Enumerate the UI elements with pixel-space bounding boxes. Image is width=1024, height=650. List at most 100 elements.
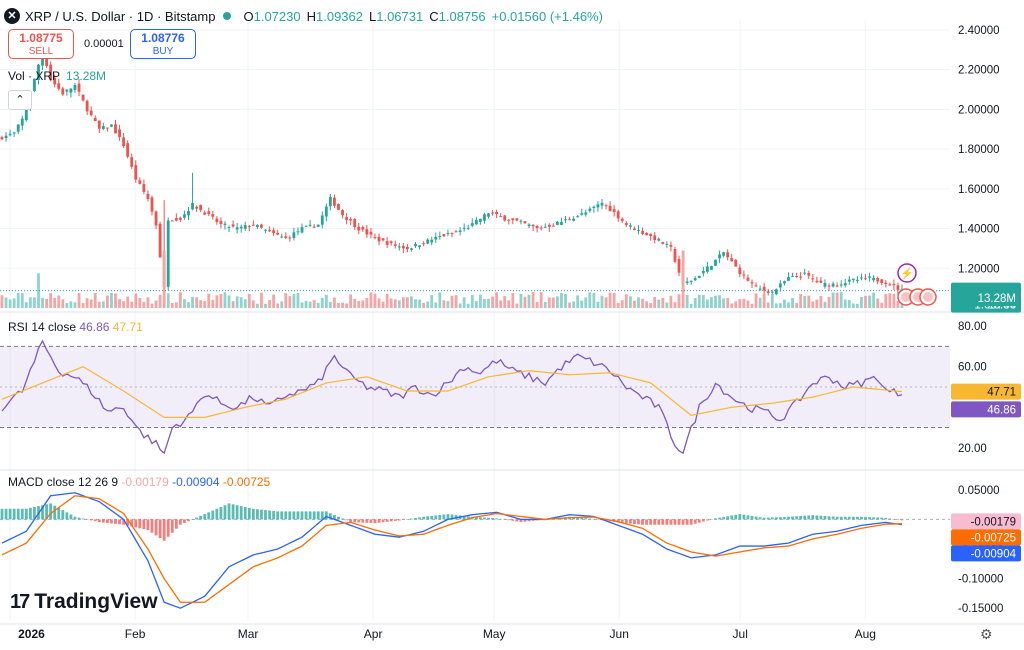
candle-body <box>187 211 190 216</box>
candle-body <box>4 135 8 139</box>
macd-histogram-bar <box>45 504 49 520</box>
volume-bar <box>738 299 742 308</box>
candle-body <box>219 220 223 224</box>
candle-body <box>750 282 754 284</box>
macd-histogram-bar <box>722 516 726 520</box>
macd-histogram-bar <box>811 515 815 520</box>
macd-histogram-bar <box>815 515 819 520</box>
volume-bar <box>758 297 762 308</box>
macd-histogram-bar <box>714 518 717 520</box>
macd-histogram-bar <box>24 508 28 520</box>
macd-histogram-bar <box>219 506 223 520</box>
macd-histogram-bar <box>93 519 97 522</box>
candle-body <box>57 83 61 89</box>
volume-legend[interactable]: Vol · XRP 13.28M <box>8 69 106 83</box>
buy-label: BUY <box>152 46 174 57</box>
macd-histogram-bar <box>393 519 397 521</box>
macd-histogram-bar <box>868 517 871 520</box>
macd-label: MACD close 12 26 9 <box>8 475 119 489</box>
candle-body <box>312 226 316 228</box>
volume-bar <box>85 298 89 308</box>
volume-bar <box>385 293 389 308</box>
macd-histogram-bar <box>154 519 158 536</box>
volume-bar <box>560 293 563 308</box>
volume-bar <box>742 298 746 308</box>
volume-bar <box>446 301 450 308</box>
volume-bar <box>341 302 344 308</box>
candle-body <box>296 231 300 233</box>
macd-histogram-bar <box>649 519 653 525</box>
macd-histogram-bar <box>191 519 194 520</box>
collapse-legend-icon[interactable]: ⌃ <box>8 90 32 110</box>
candle-body <box>697 275 701 279</box>
candle-body <box>199 204 203 211</box>
macd-histogram-bar <box>33 506 36 520</box>
volume-bar <box>649 302 653 308</box>
buy-button[interactable]: 1.08776 BUY <box>130 29 196 59</box>
candle-body <box>361 226 365 230</box>
volume-bar <box>499 300 503 308</box>
macd-histogram-bar <box>442 514 446 520</box>
macd-histogram-bar <box>527 519 531 522</box>
macd-histogram-bar <box>410 518 413 520</box>
symbol-title[interactable]: XRP / U.S. Dollar · 1D · Bitstamp <box>25 8 216 24</box>
macd-histogram-bar <box>487 517 490 520</box>
macd-histogram-bar <box>187 519 190 522</box>
macd-histogram-bar <box>596 519 600 520</box>
candle-body <box>418 245 421 248</box>
candle-body <box>308 224 312 226</box>
candle-body <box>33 78 36 91</box>
volume-bar <box>710 297 713 308</box>
candle-body <box>146 193 150 199</box>
candle-body <box>101 126 105 129</box>
event-markers: ⚡ <box>897 263 937 306</box>
candle-body <box>260 224 263 228</box>
macd-histogram-bar <box>320 511 324 520</box>
price-tick-label: 2.20000 <box>958 65 1000 77</box>
macd-histogram-bar <box>260 509 263 520</box>
candle-body <box>49 64 53 81</box>
macd-tag: -0.00904 <box>951 545 1021 562</box>
volume-bar <box>215 295 219 308</box>
volume-bar <box>507 300 511 308</box>
volume-bar <box>101 301 105 308</box>
volume-bar <box>495 292 499 308</box>
volume-bar <box>474 301 478 308</box>
volume-bar <box>174 302 178 308</box>
macd-histogram-bar <box>531 519 535 521</box>
candle-body <box>462 227 466 229</box>
macd-histogram-bar <box>284 511 288 520</box>
candle-body <box>657 238 661 241</box>
candle-body <box>884 282 888 284</box>
macd-signal-tag: -0.00725 <box>951 529 1021 546</box>
volume-bar <box>178 292 182 308</box>
candle-body <box>247 226 251 228</box>
candle-body <box>426 239 430 244</box>
volume-bar <box>284 293 288 308</box>
rsi-line <box>1 339 903 455</box>
macd-histogram-bar <box>385 519 389 522</box>
gear-icon[interactable]: ⚙ <box>980 626 993 642</box>
candle-body <box>714 259 717 266</box>
macd-histogram-bar <box>434 515 438 520</box>
rsi-legend[interactable]: RSI 14 close 46.86 47.71 <box>8 320 143 334</box>
volume-bar <box>361 300 365 308</box>
tradingview-logo[interactable]: 17 TradingView <box>10 590 158 614</box>
candle-body <box>588 208 592 211</box>
macd-histogram-bar <box>243 506 247 520</box>
macd-histogram-bar <box>239 506 243 520</box>
macd-histogram-bar <box>288 511 292 520</box>
sell-button[interactable]: 1.08775 SELL <box>8 29 74 59</box>
candle-body <box>685 281 689 283</box>
volume-bar <box>170 302 174 308</box>
volume-bar <box>20 293 24 308</box>
macd-legend[interactable]: MACD close 12 26 9 -0.00179 -0.00904 -0.… <box>8 475 270 489</box>
volume-bar <box>381 301 385 308</box>
macd-histogram-bar <box>426 516 430 520</box>
volume-bar <box>657 299 661 308</box>
macd-histogram-bar <box>361 519 365 523</box>
macd-hist-tag: -0.00179 <box>951 513 1021 530</box>
candle-body <box>637 229 640 231</box>
candle-body <box>783 281 786 284</box>
